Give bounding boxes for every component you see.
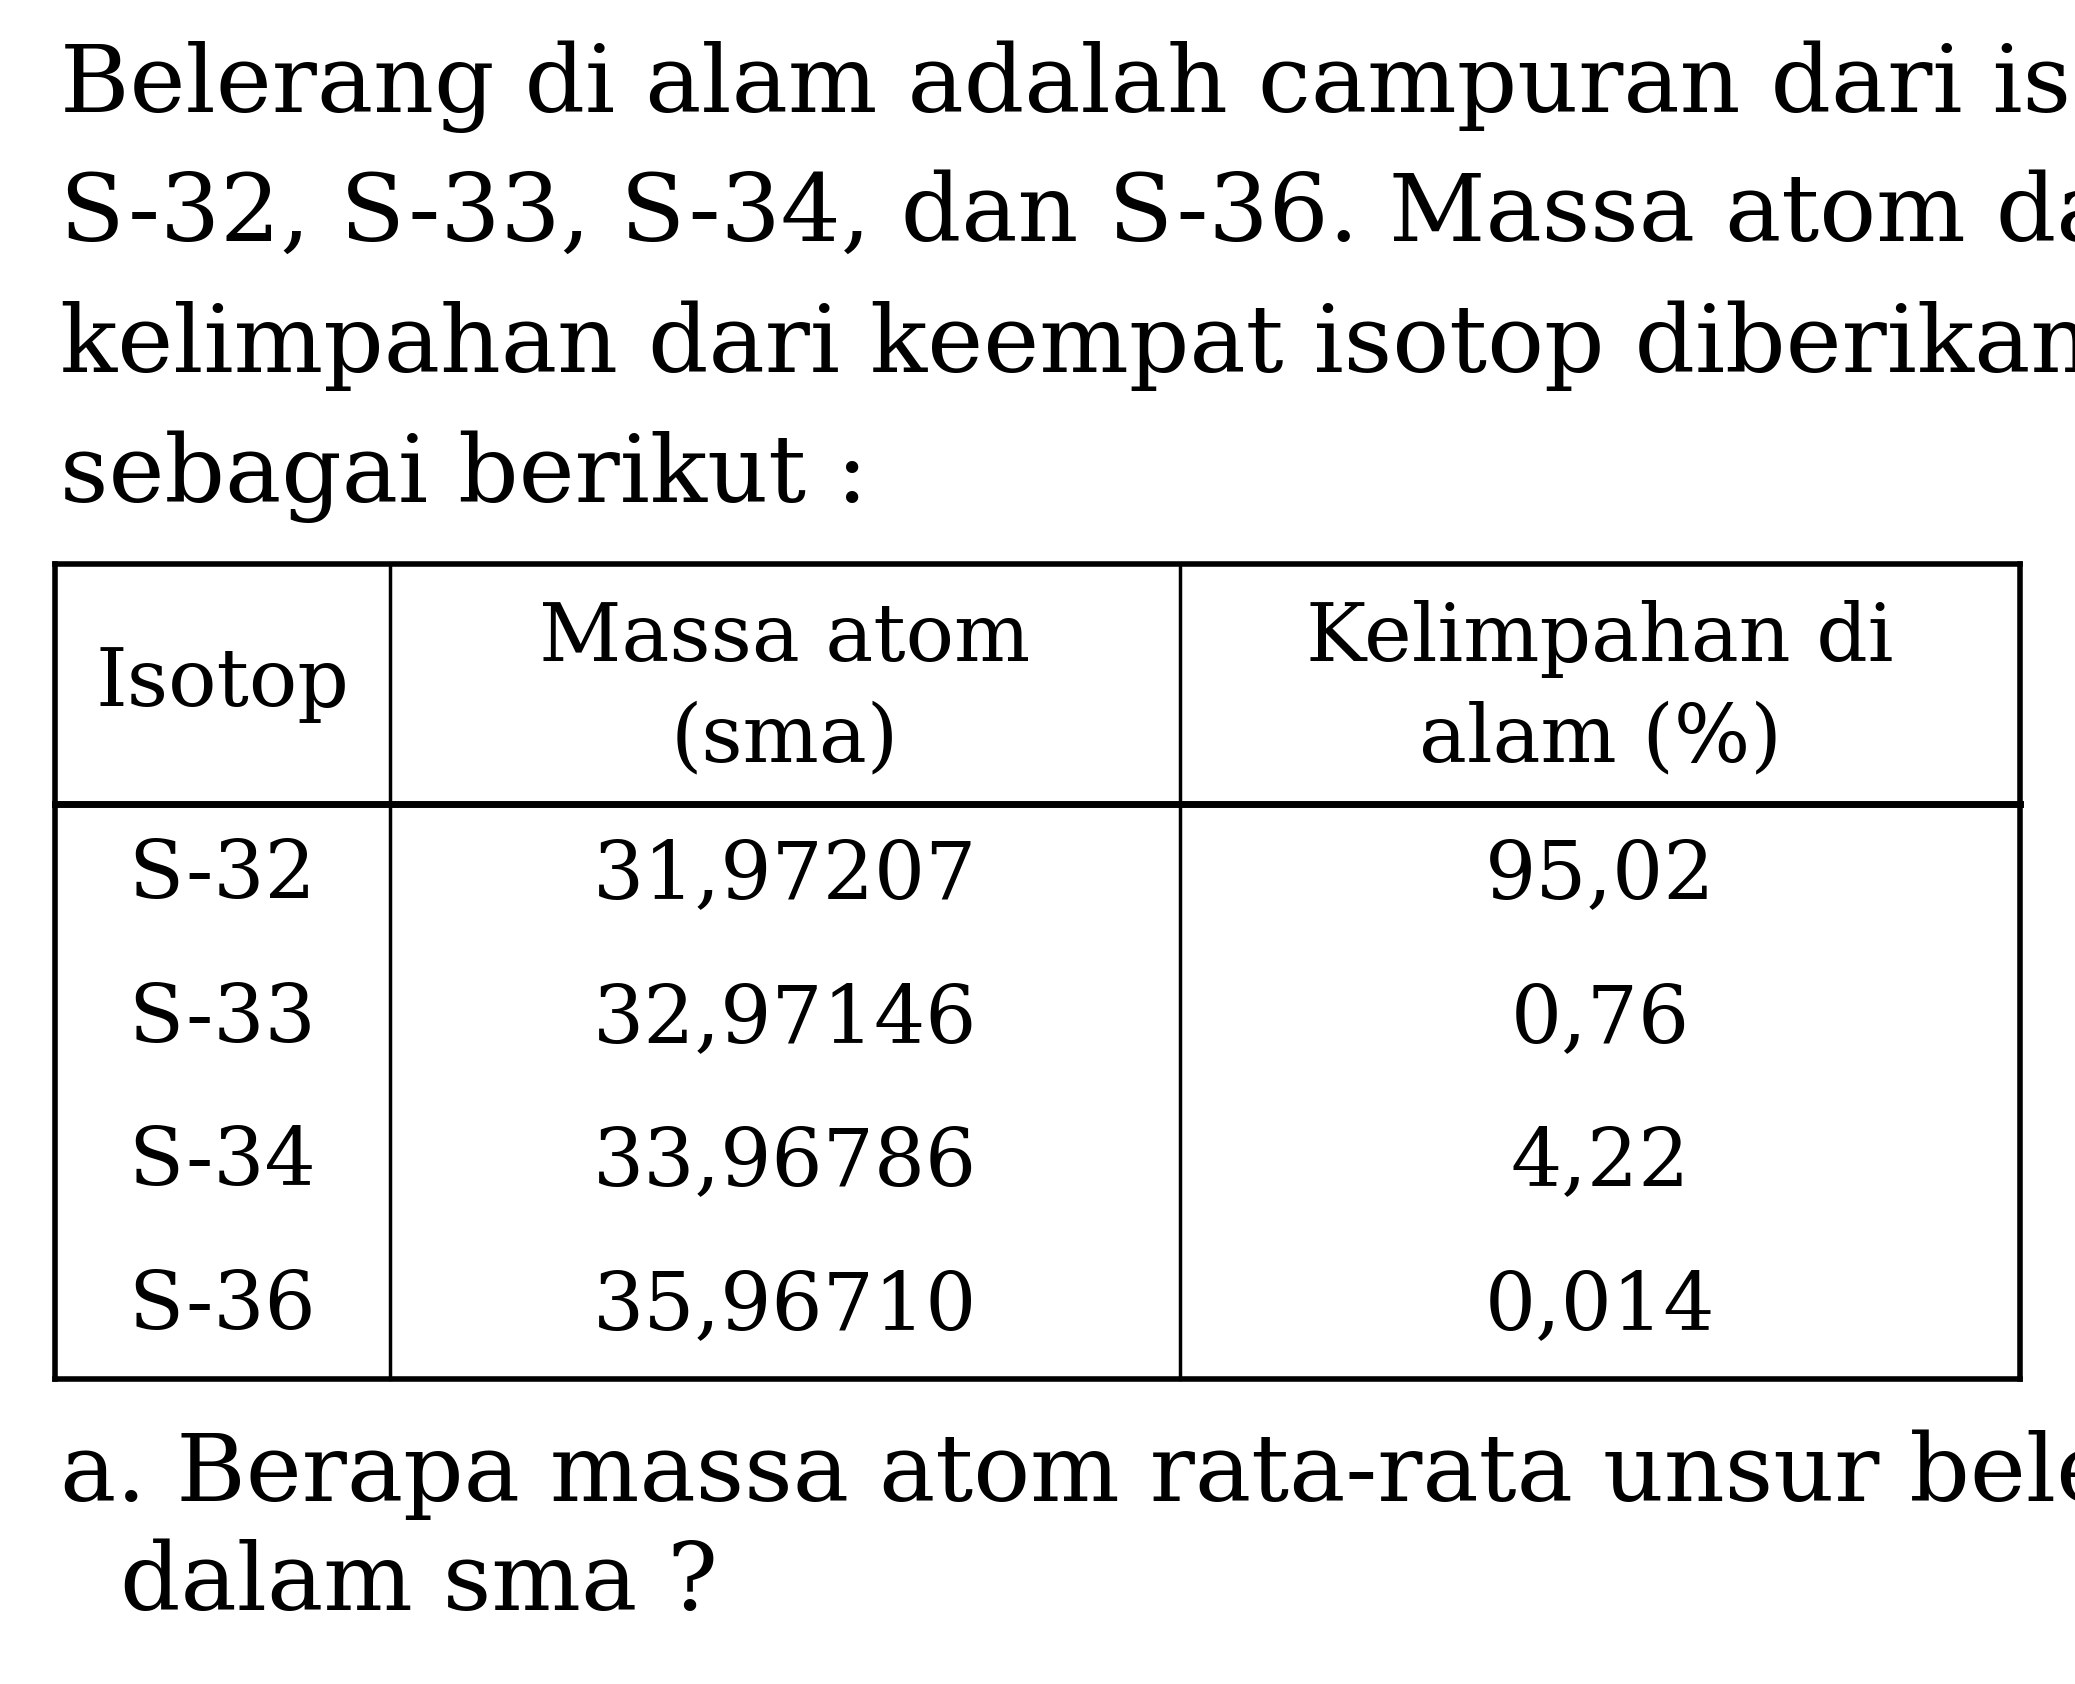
- Text: Massa atom: Massa atom: [540, 600, 1031, 679]
- Text: 4,22: 4,22: [1511, 1125, 1689, 1202]
- Text: a. Berapa massa atom rata-rata unsur belerang: a. Berapa massa atom rata-rata unsur bel…: [60, 1430, 2075, 1522]
- Text: 0,014: 0,014: [1486, 1268, 1716, 1346]
- Text: 31,97207: 31,97207: [593, 837, 977, 914]
- Text: Kelimpahan di: Kelimpahan di: [1307, 600, 1894, 679]
- Text: Belerang di alam adalah campuran dari isotop: Belerang di alam adalah campuran dari is…: [60, 40, 2075, 133]
- Text: S-33: S-33: [129, 980, 315, 1059]
- Text: alam (%): alam (%): [1419, 701, 1782, 778]
- Text: 95,02: 95,02: [1486, 837, 1716, 914]
- Text: S-36: S-36: [129, 1268, 315, 1346]
- Text: S-32, S-33, S-34, dan S-36. Massa atom dan: S-32, S-33, S-34, dan S-36. Massa atom d…: [60, 170, 2075, 259]
- Text: kelimpahan dari keempat isotop diberikan: kelimpahan dari keempat isotop diberikan: [60, 300, 2075, 391]
- Text: Isotop: Isotop: [95, 645, 349, 722]
- Text: 0,76: 0,76: [1511, 980, 1689, 1059]
- Text: 32,97146: 32,97146: [593, 980, 977, 1059]
- Text: S-32: S-32: [129, 837, 315, 914]
- Text: (sma): (sma): [670, 701, 898, 778]
- Text: 33,96786: 33,96786: [593, 1125, 977, 1202]
- Text: S-34: S-34: [129, 1125, 315, 1202]
- Text: 35,96710: 35,96710: [593, 1268, 977, 1346]
- Text: sebagai berikut :: sebagai berikut :: [60, 429, 867, 522]
- Text: dalam sma ?: dalam sma ?: [120, 1539, 718, 1628]
